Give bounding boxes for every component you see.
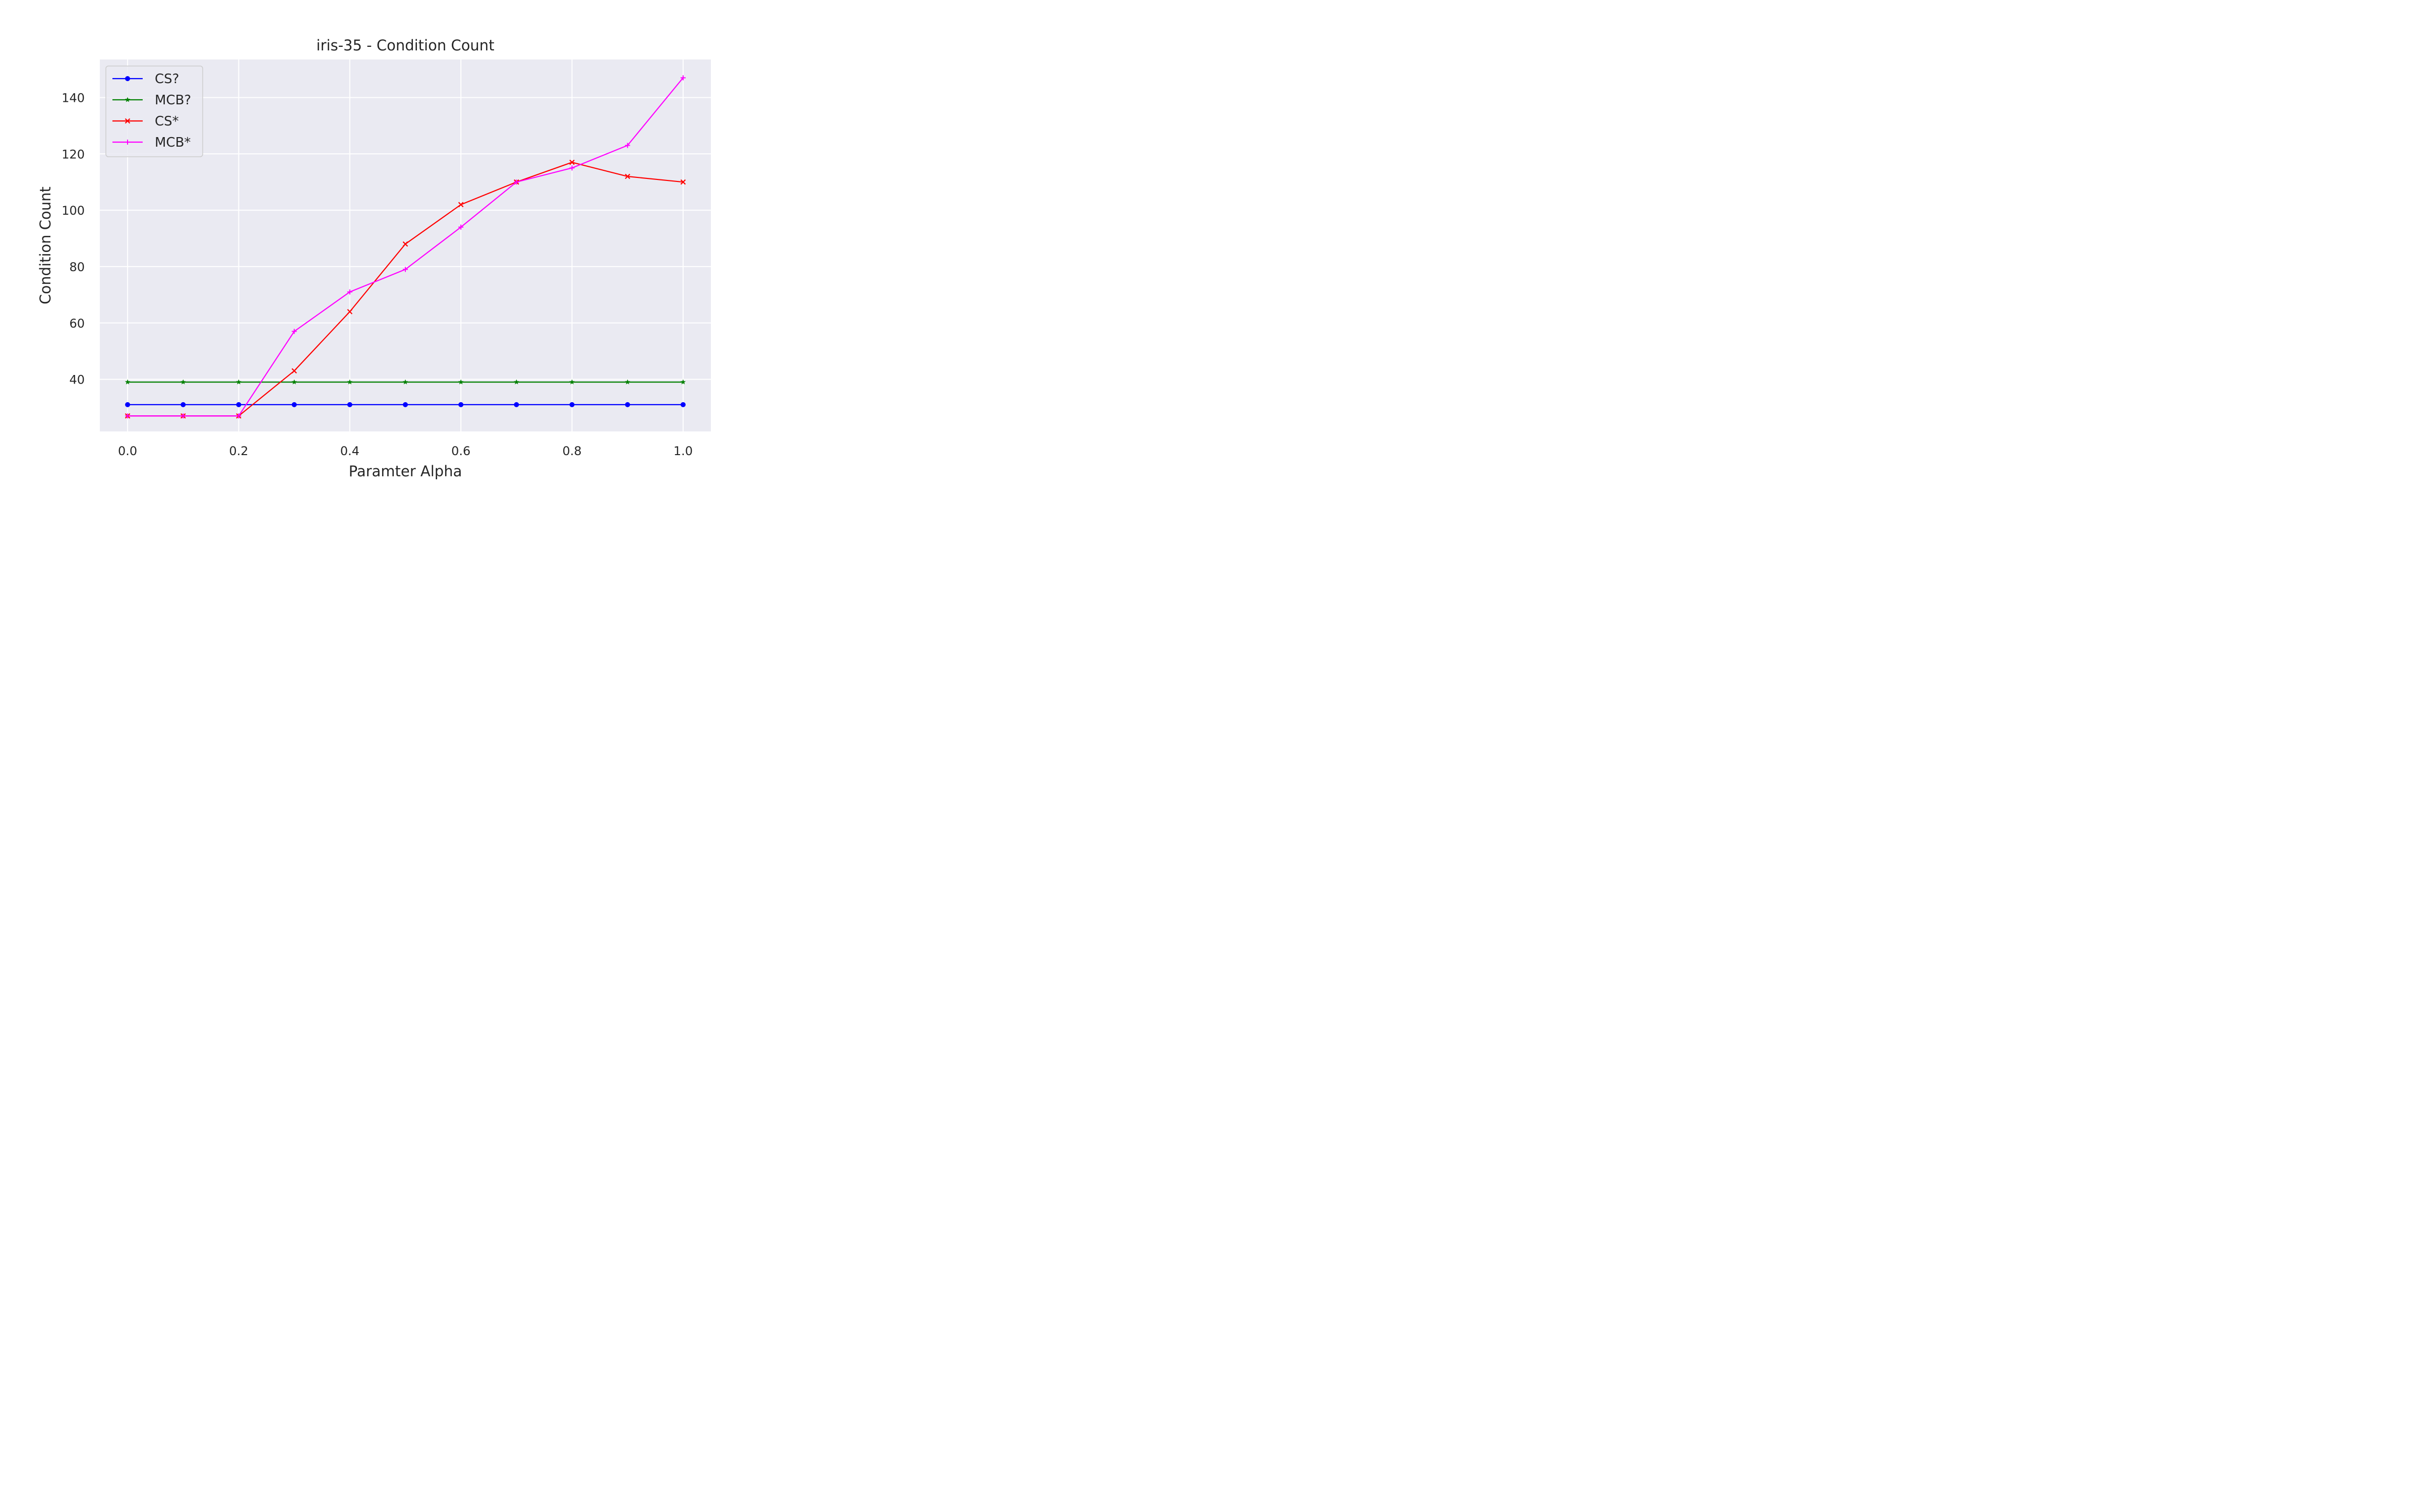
legend-entry: MCB? (112, 93, 191, 108)
data-point (180, 379, 186, 385)
data-point (458, 202, 464, 208)
series-0 (125, 402, 686, 407)
data-point (125, 413, 131, 419)
y-tick-label: 120 (62, 147, 85, 161)
data-point (514, 402, 519, 407)
data-point (680, 379, 686, 385)
x-tick-label: 0.2 (229, 444, 248, 458)
data-point (291, 368, 297, 374)
legend: CS? MCB? CS* MCB* (105, 66, 203, 157)
data-point (125, 402, 131, 407)
data-point (625, 173, 631, 179)
legend-entry: MCB* (112, 135, 191, 150)
data-point (180, 402, 186, 407)
data-point (458, 224, 464, 230)
data-point (680, 402, 686, 407)
data-point (569, 402, 575, 407)
data-point (569, 379, 575, 385)
y-tick-label: 60 (69, 317, 85, 331)
legend-entry: CS? (112, 72, 179, 87)
x-tick-label: 1.0 (674, 444, 693, 458)
data-point (402, 241, 408, 247)
y-tick-label: 140 (62, 91, 85, 105)
data-point (236, 413, 241, 419)
series-lines (125, 75, 686, 419)
legend-label: MCB* (155, 135, 191, 150)
x-axis-label: Paramter Alpha (349, 463, 462, 480)
data-point (125, 97, 131, 102)
legend-box (105, 66, 203, 157)
data-point (125, 118, 131, 124)
x-tick-label: 0.8 (562, 444, 581, 458)
line-chart: 0.0 0.2 0.4 0.6 0.8 1.0 40 60 80 100 120 140 iris-3… (37, 37, 711, 480)
data-point (180, 413, 186, 419)
series-3 (125, 75, 686, 419)
data-point (347, 289, 352, 295)
legend-label: MCB? (155, 93, 191, 108)
chart-title: iris-35 - Condition Count (316, 37, 494, 54)
data-point (403, 402, 408, 407)
data-point (125, 76, 130, 81)
legend-label: CS* (155, 114, 179, 129)
series-1 (125, 379, 686, 385)
x-tick-label: 0.0 (118, 444, 137, 458)
data-point (569, 159, 575, 165)
data-point (236, 402, 241, 407)
legend-entry: CS* (112, 114, 179, 129)
data-point (458, 402, 464, 407)
data-point (680, 179, 686, 185)
data-point (236, 379, 241, 385)
data-point (514, 379, 519, 385)
tick-labels: 0.0 0.2 0.4 0.6 0.8 1.0 40 60 80 100 120 140 (62, 91, 693, 458)
x-tick-label: 0.6 (451, 444, 470, 458)
data-point (625, 143, 630, 148)
legend-label: CS? (155, 72, 179, 87)
y-axis-label: Condition Count (37, 186, 54, 304)
data-point (402, 379, 408, 385)
y-tick-label: 100 (62, 204, 85, 218)
data-point (569, 165, 575, 171)
data-point (514, 179, 519, 185)
y-tick-label: 40 (69, 373, 85, 387)
data-point (625, 402, 630, 407)
chart-container: 0.0 0.2 0.4 0.6 0.8 1.0 40 60 80 100 120 140 iris-3… (0, 0, 777, 486)
data-point (625, 379, 630, 385)
data-point (347, 309, 353, 314)
data-point (458, 379, 464, 385)
data-point (291, 329, 297, 334)
x-tick-label: 0.4 (340, 444, 359, 458)
grid (100, 59, 711, 431)
data-point (347, 379, 353, 385)
data-point (291, 379, 297, 385)
data-point (291, 402, 297, 407)
data-point (125, 140, 130, 145)
data-point (403, 267, 408, 272)
data-point (347, 402, 352, 407)
data-point (125, 379, 131, 385)
data-point (680, 75, 686, 81)
y-tick-label: 80 (69, 260, 85, 274)
